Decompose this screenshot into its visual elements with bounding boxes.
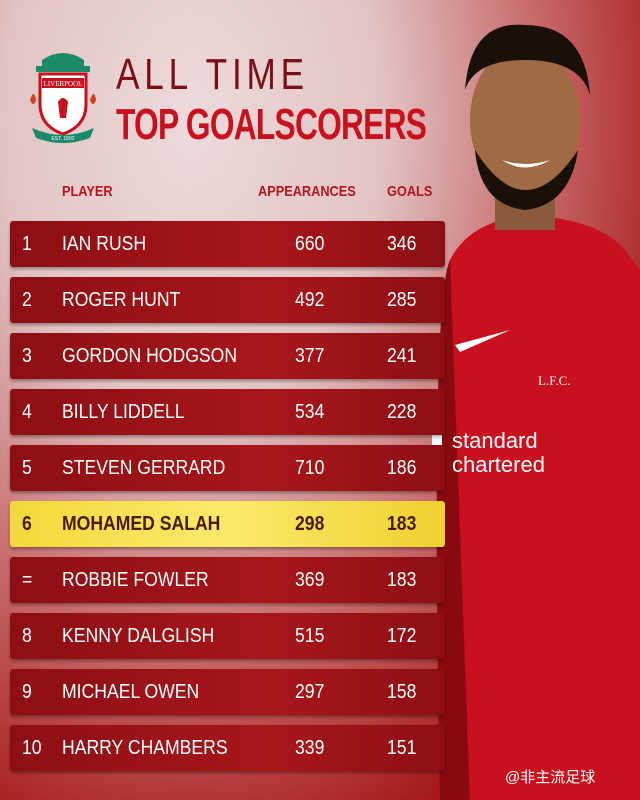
table-row: 2 ROGER HUNT 492 285	[10, 277, 445, 323]
table-row: 4 BILLY LIDDELL 534 228	[10, 389, 445, 435]
player-name-cell: IAN RUSH	[62, 232, 147, 255]
player-name-cell: HARRY CHAMBERS	[62, 736, 228, 759]
rank-cell: 5	[22, 456, 32, 479]
rank-cell: 6	[22, 512, 32, 535]
appearances-cell: 534	[295, 400, 325, 423]
appearances-cell: 515	[295, 624, 325, 647]
table-row: 6 MOHAMED SALAH 298 183	[10, 501, 445, 547]
rank-cell: 4	[22, 400, 32, 423]
goals-cell: 241	[387, 344, 417, 367]
player-photo: L.F.C. standard chartered	[432, 24, 640, 800]
player-name-cell: MICHAEL OWEN	[62, 680, 200, 703]
player-name-cell: ROGER HUNT	[62, 288, 181, 311]
header-appearances: APPEARANCES	[258, 183, 356, 200]
table-row: = ROBBIE FOWLER 369 183	[10, 557, 445, 603]
svg-text:chartered: chartered	[452, 452, 545, 477]
appearances-cell: 298	[295, 512, 325, 535]
header-player: PLAYER	[62, 183, 113, 200]
rank-cell: 9	[22, 680, 32, 703]
player-name-cell: GORDON HODGSON	[62, 344, 238, 367]
table-row: 3 GORDON HODGSON 377 241	[10, 333, 445, 379]
svg-text:standard: standard	[452, 428, 538, 453]
appearances-cell: 377	[295, 344, 325, 367]
svg-text:L.F.C.: L.F.C.	[538, 373, 571, 388]
player-name-cell: STEVEN GERRARD	[62, 456, 226, 479]
player-name-cell: KENNY DALGLISH	[62, 624, 215, 647]
goals-cell: 285	[387, 288, 417, 311]
svg-text:LIVERPOOL: LIVERPOOL	[44, 80, 83, 88]
goals-cell: 186	[387, 456, 417, 479]
table-row: 9 MICHAEL OWEN 297 158	[10, 669, 445, 715]
appearances-cell: 297	[295, 680, 325, 703]
player-name-cell: ROBBIE FOWLER	[62, 568, 209, 591]
watermark: @非主流足球	[505, 769, 596, 786]
rank-cell: 1	[22, 232, 32, 255]
liverpool-crest-logo: LIVERPOOL EST. 1892	[30, 53, 96, 143]
table-row: 10 HARRY CHAMBERS 339 151	[10, 725, 445, 771]
title-line-1: ALL TIME	[116, 50, 309, 99]
rank-cell: 10	[22, 736, 42, 759]
svg-text:EST. 1892: EST. 1892	[51, 136, 74, 142]
title-line-2: TOP GOALSCORERS	[116, 100, 427, 149]
goals-cell: 172	[387, 624, 417, 647]
goals-cell: 183	[387, 512, 417, 535]
appearances-cell: 710	[295, 456, 325, 479]
player-name-cell: BILLY LIDDELL	[62, 400, 185, 423]
table-row: 1 IAN RUSH 660 346	[10, 221, 445, 267]
rank-cell: =	[22, 568, 33, 591]
rank-cell: 8	[22, 624, 32, 647]
goals-cell: 158	[387, 680, 417, 703]
appearances-cell: 492	[295, 288, 325, 311]
goals-cell: 346	[387, 232, 417, 255]
table-row: 5 STEVEN GERRARD 710 186	[10, 445, 445, 491]
goals-cell: 183	[387, 568, 417, 591]
goals-cell: 151	[387, 736, 417, 759]
table-row: 8 KENNY DALGLISH 515 172	[10, 613, 445, 659]
goals-cell: 228	[387, 400, 417, 423]
player-name-cell: MOHAMED SALAH	[62, 512, 221, 535]
appearances-cell: 339	[295, 736, 325, 759]
rank-cell: 3	[22, 344, 32, 367]
appearances-cell: 369	[295, 568, 325, 591]
rank-cell: 2	[22, 288, 32, 311]
header-goals: GOALS	[387, 183, 433, 200]
appearances-cell: 660	[295, 232, 325, 255]
